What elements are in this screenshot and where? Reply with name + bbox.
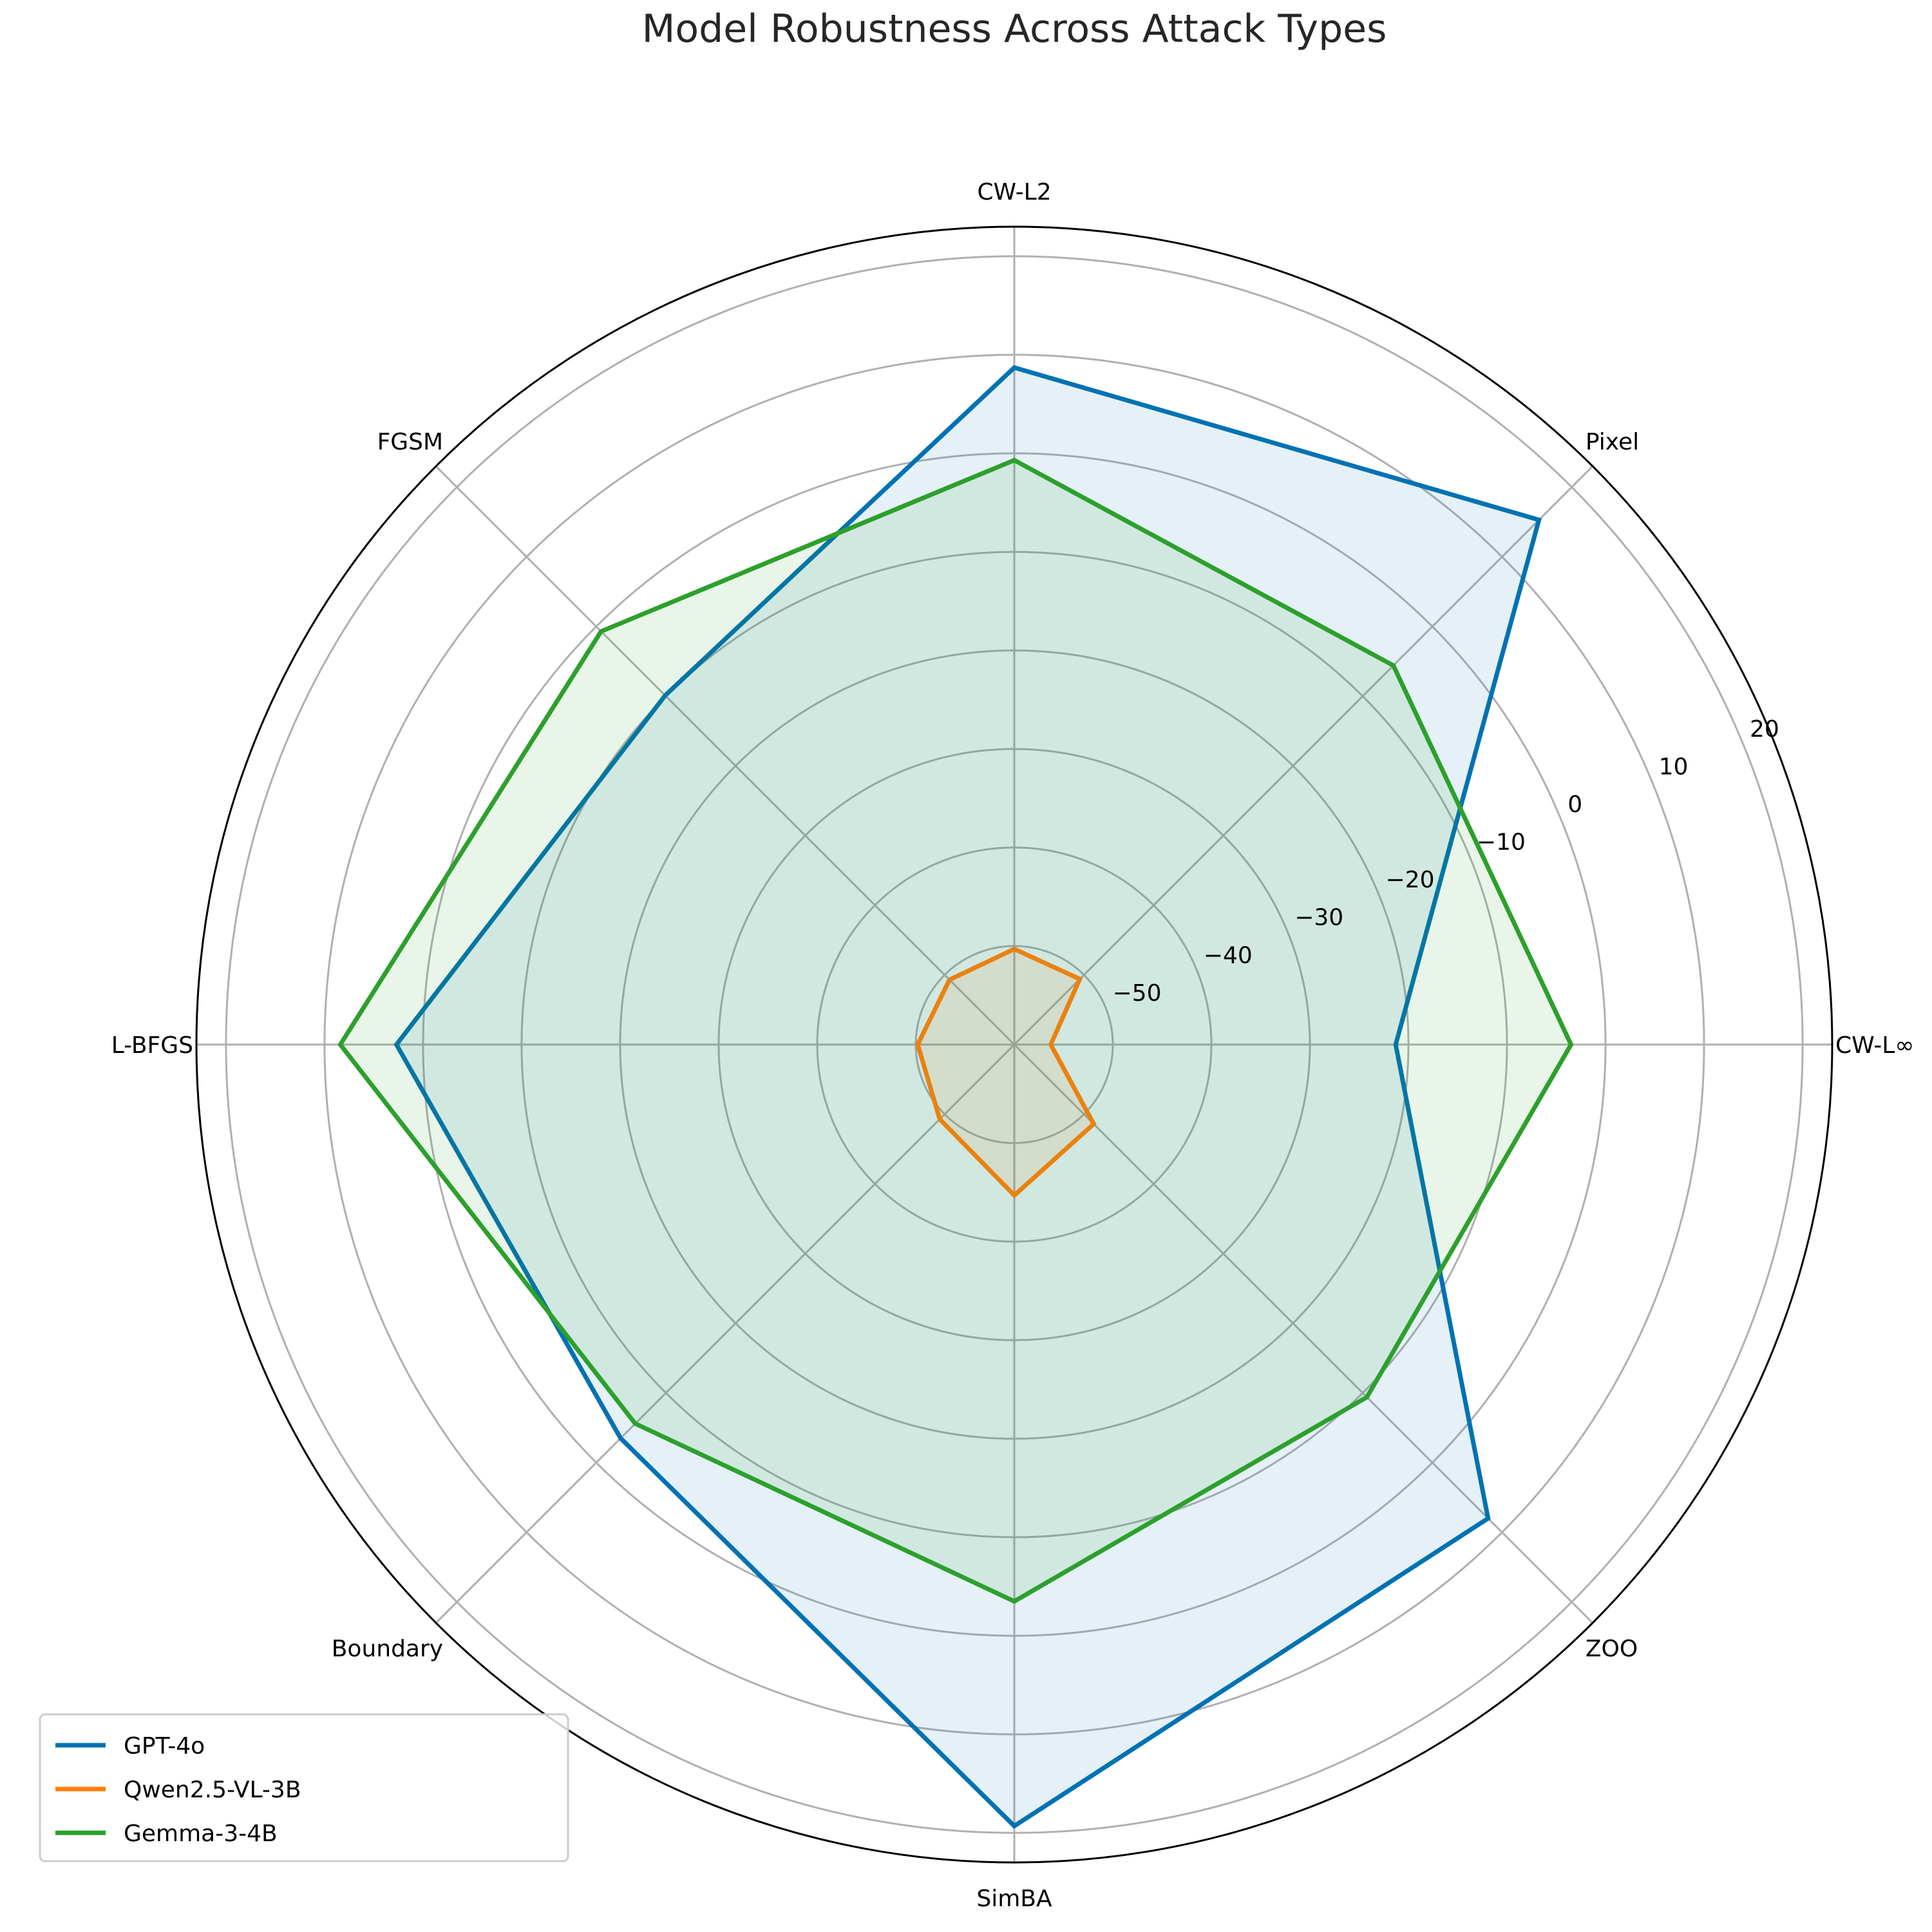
category-label: L-BFGS <box>111 1032 193 1059</box>
radial-grid <box>196 227 1832 1862</box>
category-labels: CW-L∞ Pixel CW-L2 FGSM L-BFGS Boundary SimBA ZO… <box>111 179 1915 1912</box>
radial-tick-label: −40 <box>1204 942 1253 969</box>
legend: GPT-4o Qwen2.5-VL-3B Gemma-3-4B <box>39 1713 569 1862</box>
radial-tick-label: 10 <box>1659 754 1689 781</box>
category-label: CW-L∞ <box>1835 1032 1914 1059</box>
grid-spoke <box>1013 1043 1594 1624</box>
series-fill-gemma-3-4b <box>340 460 1571 1602</box>
radial-tick-labels: −50 −40 −30 −20 −10 0 10 20 <box>1113 716 1779 1007</box>
category-label: FGSM <box>377 429 444 455</box>
grid-spoke <box>1013 465 1594 1046</box>
radial-tick-label: −50 <box>1113 980 1162 1007</box>
series-line-gpt-4o <box>393 365 1542 1829</box>
category-label: SimBA <box>976 1886 1052 1912</box>
outer-frame <box>195 225 1833 1864</box>
series-line-qwen2-5-vl-3b <box>915 946 1097 1198</box>
legend-label: GPT-4o <box>124 1733 205 1759</box>
category-label: CW-L2 <box>977 179 1051 205</box>
category-label: Boundary <box>332 1636 443 1662</box>
chart-title: Model Robustness Across Attack Types <box>642 6 1387 52</box>
series-fill-qwen2-5-vl-3b <box>918 949 1094 1196</box>
radial-tick-label: −20 <box>1386 867 1435 893</box>
grid-spoke <box>435 465 1016 1046</box>
series-polygons <box>337 365 1574 1829</box>
series-line-gemma-3-4b <box>337 457 1574 1604</box>
category-label: Pixel <box>1586 429 1639 455</box>
radial-tick-label: −10 <box>1477 829 1526 856</box>
grid-spoke <box>435 1043 1016 1624</box>
category-label: ZOO <box>1586 1636 1638 1662</box>
legend-label: Gemma-3-4B <box>124 1821 278 1847</box>
radial-tick-label: −30 <box>1294 905 1343 931</box>
legend-label: Qwen2.5-VL-3B <box>124 1777 301 1803</box>
radial-tick-label: 0 <box>1567 791 1582 818</box>
radial-tick-label: 20 <box>1750 716 1779 743</box>
legend-box <box>39 1713 569 1862</box>
polar-frame <box>195 225 1833 1864</box>
